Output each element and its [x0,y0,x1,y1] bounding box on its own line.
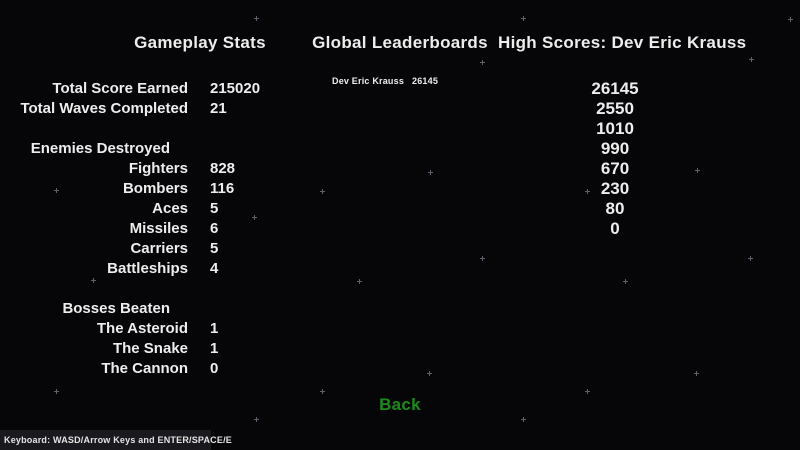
star-icon [694,371,699,376]
stat-label: Fighters [128,160,188,177]
stat-label: Aces [152,200,188,217]
stat-label: Total Score Earned [52,80,188,97]
stat-label: Total Waves Completed [20,100,188,117]
stat-value: 1 [210,320,219,337]
high-score-value: 2550 [596,99,634,118]
star-icon [427,371,432,376]
stat-row: Enemies Destroyed [0,139,420,159]
high-score-value: 990 [600,139,630,158]
star-icon [788,17,793,22]
stat-row: Fighters 828 [0,159,420,179]
leaderboard-player-name: Dev Eric Krauss [332,76,405,86]
stat-label: The Asteroid [96,320,188,337]
stat-row: Aces 5 [0,199,420,219]
stat-row: Missiles 6 [0,219,420,239]
high-score-value: 670 [600,159,630,178]
stat-label: Bombers [122,180,188,197]
stat-value: 21 [210,100,227,117]
leaderboard-entries: Dev Eric Krauss 26145 [332,74,492,88]
high-scores-list: 26145 2550 1010 990 670 230 80 0 [540,79,690,239]
stat-row: The Cannon 0 [0,359,420,379]
stat-row: The Asteroid 1 [0,319,420,339]
leaderboard-score: 26145 [412,76,439,86]
high-score-value: 80 [605,199,625,218]
keyboard-hint: Keyboard: WASD/Arrow Keys and ENTER/SPAC… [4,435,232,445]
global-leaderboards-title: Global Leaderboards [312,33,488,52]
stat-value: 0 [210,360,219,377]
star-icon [480,256,485,261]
star-icon [480,60,485,65]
back-button[interactable]: Back [0,394,800,414]
stat-row: Bosses Beaten [0,299,420,319]
footer-bar: Keyboard: WASD/Arrow Keys and ENTER/SPAC… [0,430,232,450]
gameplay-stats-list: Total Score Earned 215020 Total Waves Co… [0,79,420,379]
star-icon [695,168,700,173]
stat-label [0,119,188,139]
stat-row [0,119,420,139]
high-score-value: 230 [600,179,630,198]
gameplay-stats-title: Gameplay Stats [134,33,266,52]
high-score-value: 1010 [596,119,634,138]
stat-value: 828 [210,160,236,177]
stat-label: The Snake [112,340,188,357]
star-icon [521,417,526,422]
stat-row: The Snake 1 [0,339,420,359]
stat-value: 4 [210,260,219,277]
stat-value: 116 [210,180,235,197]
stat-row: Total Score Earned 215020 [0,79,420,99]
stat-row: Battleships 4 [0,259,420,279]
stat-label: Battleships [107,260,188,277]
star-icon [254,16,259,21]
stat-row [0,279,420,299]
stat-value: 5 [210,200,219,217]
star-icon [749,57,754,62]
stat-label: Carriers [130,240,188,257]
star-icon [521,16,526,21]
leaderboard-entry: Dev Eric Krauss 26145 [332,74,492,88]
stat-label: Missiles [129,220,188,237]
stat-row: Carriers 5 [0,239,420,259]
high-score-value: 26145 [591,79,639,98]
stat-row: Total Waves Completed 21 [0,99,420,119]
high-scores-title: High Scores: Dev Eric Krauss [498,33,747,52]
stat-value: 6 [210,220,219,237]
star-icon [428,170,433,175]
high-score-value: 0 [610,219,620,238]
stat-row: Bombers 116 [0,179,420,199]
stat-label: The Cannon [101,360,188,377]
stat-value: 5 [210,240,219,257]
stat-label: Bosses Beaten [62,300,170,317]
star-icon [748,256,753,261]
stat-value: 1 [210,340,219,357]
star-icon [254,417,259,422]
stat-label [0,279,188,299]
star-icon [623,279,628,284]
stat-value: 215020 [210,80,261,97]
stat-label: Enemies Destroyed [30,140,170,157]
